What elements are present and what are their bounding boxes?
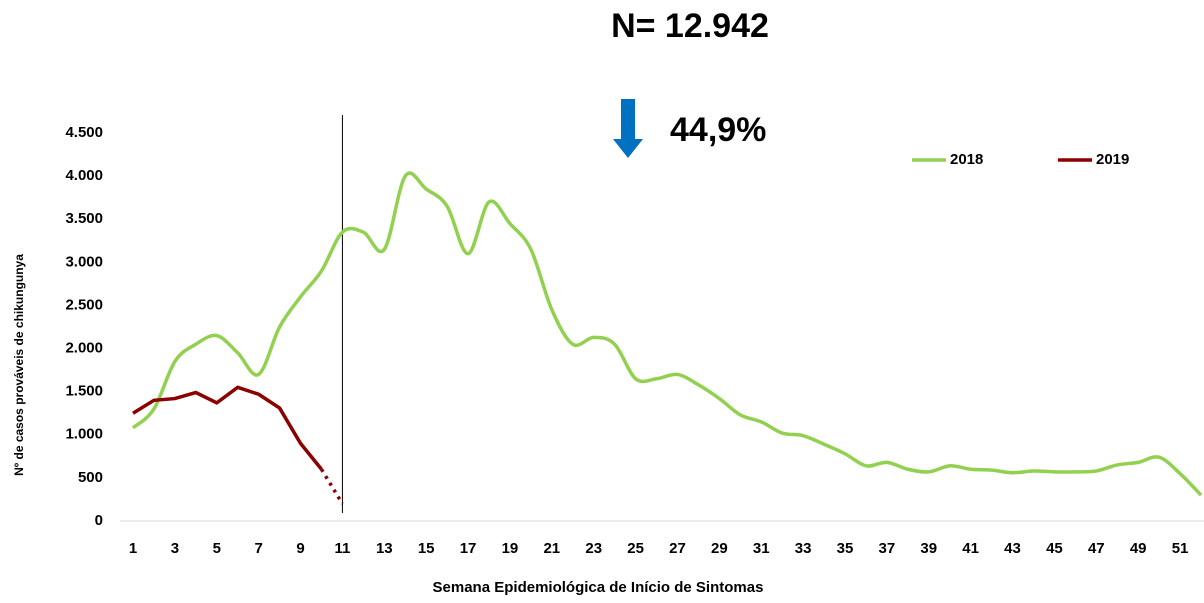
down-arrow xyxy=(613,99,643,158)
x-tick-label: 25 xyxy=(627,540,644,557)
y-tick-label: 1.500 xyxy=(65,383,103,400)
y-tick-label: 1.000 xyxy=(65,426,103,443)
x-tick-label: 21 xyxy=(543,540,560,557)
x-tick-label: 51 xyxy=(1172,540,1189,557)
x-tick-label: 11 xyxy=(334,540,350,557)
series-line-dotted xyxy=(319,468,344,505)
x-tick-label: 17 xyxy=(460,540,477,557)
x-tick-label: 31 xyxy=(753,540,770,557)
y-tick-label: 4.500 xyxy=(65,124,103,141)
series-line xyxy=(131,171,1203,497)
x-tick-label: 7 xyxy=(254,540,262,557)
x-tick-label: 27 xyxy=(669,540,686,557)
y-tick-label: 4.000 xyxy=(65,167,103,184)
x-tick-label: 19 xyxy=(502,540,519,557)
x-tick-label: 1 xyxy=(129,540,137,557)
legend-label: 2018 xyxy=(950,151,983,168)
x-tick-label: 45 xyxy=(1046,540,1063,557)
x-tick-label: 3 xyxy=(171,540,179,557)
y-tick-label: 3.000 xyxy=(65,253,103,270)
x-tick-label: 37 xyxy=(879,540,896,557)
x-tick-label: 41 xyxy=(962,540,979,557)
x-tick-label: 5 xyxy=(213,540,221,557)
x-axis-label: Semana Epidemiológica de Início de Sinto… xyxy=(433,579,764,596)
x-tick-label: 23 xyxy=(585,540,602,557)
x-tick-label: 9 xyxy=(296,540,304,557)
x-tick-label: 47 xyxy=(1088,540,1105,557)
x-tick-label: 35 xyxy=(837,540,854,557)
x-tick-label: 49 xyxy=(1130,540,1147,557)
legend-label: 2019 xyxy=(1096,151,1129,168)
y-tick-label: 500 xyxy=(78,469,103,486)
x-tick-label: 15 xyxy=(418,540,435,557)
y-tick-label: 0 xyxy=(95,512,103,529)
x-tick-label: 33 xyxy=(795,540,812,557)
y-tick-label: 2.500 xyxy=(65,296,103,313)
y-tick-label: 2.000 xyxy=(65,340,103,357)
x-tick-label: 39 xyxy=(920,540,937,557)
y-axis-label: Nº de casos prováveis de chikungunya xyxy=(12,254,26,476)
x-tick-label: 29 xyxy=(711,540,728,557)
chart-title: N= 12.942 xyxy=(611,7,769,45)
x-tick-label: 13 xyxy=(376,540,393,557)
x-tick-label: 43 xyxy=(1004,540,1021,557)
annotation: 44,9% xyxy=(670,111,766,149)
y-tick-label: 3.500 xyxy=(65,210,103,227)
series-line xyxy=(132,385,323,471)
